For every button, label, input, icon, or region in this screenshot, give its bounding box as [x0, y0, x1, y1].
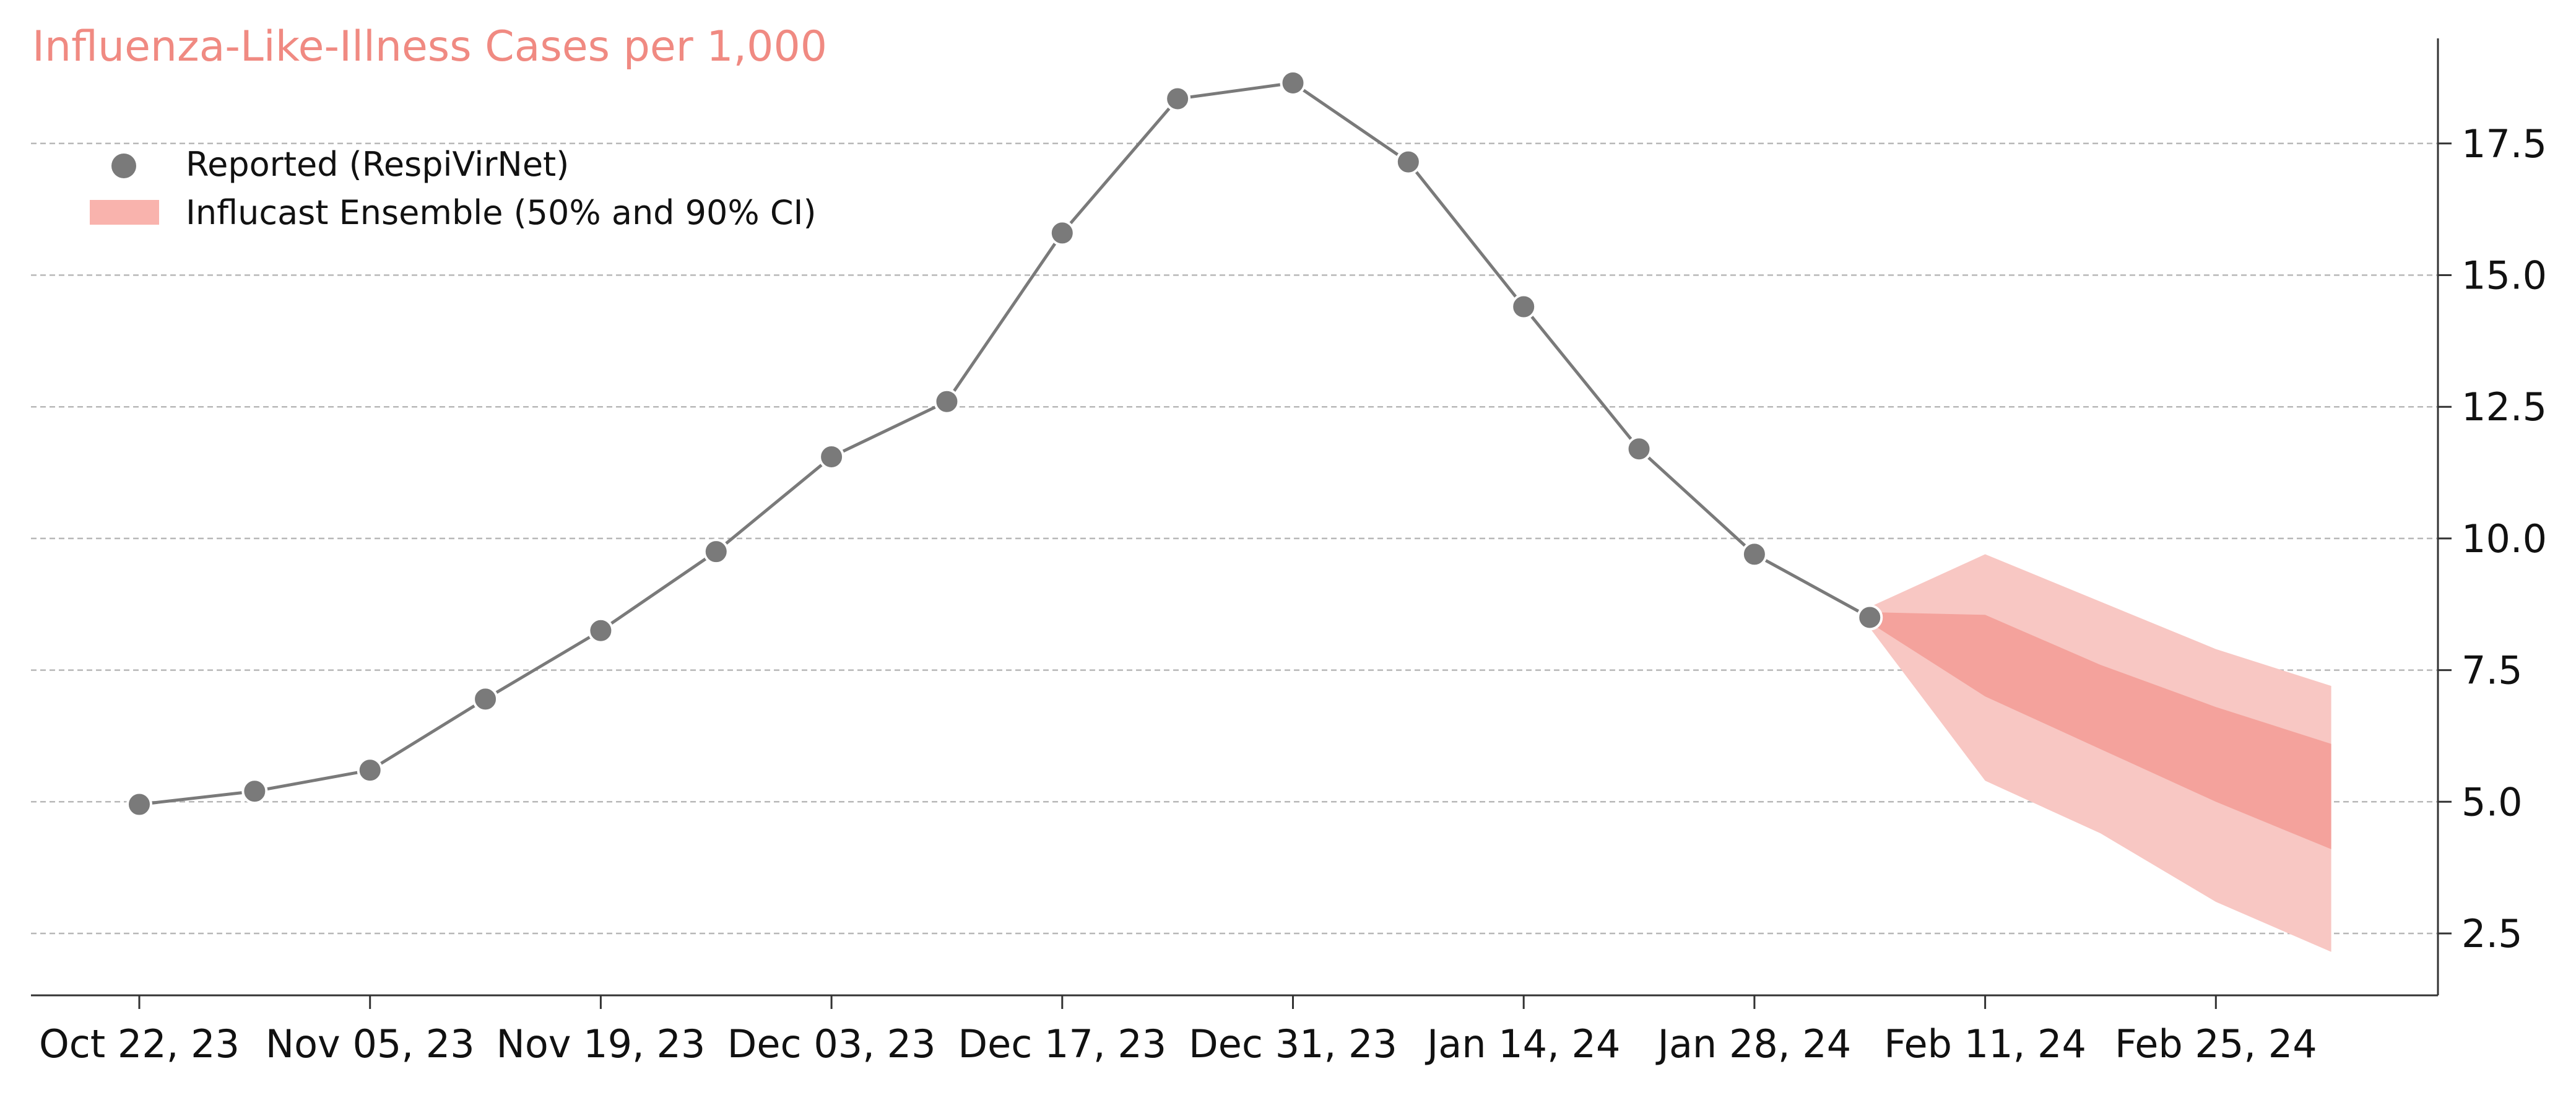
- x-tick-label-2: Nov 19, 23: [496, 1021, 705, 1067]
- x-tick-label-6: Jan 14, 24: [1425, 1021, 1620, 1067]
- data-point-2: [357, 757, 383, 784]
- data-point-1: [241, 778, 268, 805]
- x-tick-label-3: Dec 03, 23: [727, 1021, 936, 1067]
- y-tick-label-1: 5.0: [2461, 779, 2523, 824]
- y-tick-label-5: 15.0: [2461, 253, 2547, 298]
- legend-marker-ensemble: [90, 200, 159, 225]
- y-axis-ticks: 2.5 5.0 7.5 10.0 12.5 15.0 17.5: [2438, 121, 2547, 956]
- y-tick-label-4: 12.5: [2461, 384, 2547, 430]
- data-point-10: [1280, 69, 1306, 96]
- data-point-4: [588, 617, 614, 644]
- legend-marker-reported: [111, 154, 136, 178]
- y-tick-label-3: 10.0: [2461, 516, 2547, 561]
- band-50ci: [1870, 612, 2331, 849]
- data-point-9: [1164, 85, 1191, 112]
- legend-label-ensemble: Influcast Ensemble (50% and 90% CI): [186, 193, 817, 232]
- data-point-5: [703, 539, 729, 565]
- data-point-11: [1395, 149, 1421, 175]
- x-axis-ticks: Oct 22, 23 Nov 05, 23 Nov 19, 23 Dec 03, 23…: [39, 995, 2317, 1067]
- x-tick-label-8: Feb 11, 24: [1884, 1021, 2086, 1067]
- x-tick-label-4: Dec 17, 23: [958, 1021, 1166, 1067]
- chart-title: Influenza-Like-Illness Cases per 1,000: [32, 22, 827, 71]
- x-tick-label-7: Jan 28, 24: [1655, 1021, 1851, 1067]
- data-point-7: [934, 388, 960, 415]
- reported-line: [139, 81, 1871, 807]
- axes: [31, 38, 2439, 997]
- x-tick-label-1: Nov 05, 23: [266, 1021, 475, 1067]
- data-point-0: [126, 791, 152, 818]
- data-point-15: [1857, 604, 1883, 631]
- data-point-3: [472, 686, 499, 712]
- legend-label-reported: Reported (RespiVirNet): [186, 145, 569, 184]
- y-tick-label-2: 7.5: [2461, 648, 2523, 693]
- data-point-8: [1049, 220, 1075, 246]
- x-tick-label-0: Oct 22, 23: [39, 1021, 240, 1067]
- legend: Reported (RespiVirNet) Influcast Ensembl…: [90, 145, 817, 232]
- y-tick-label-6: 17.5: [2461, 121, 2547, 167]
- data-point-14: [1741, 541, 1767, 568]
- data-point-6: [818, 444, 845, 470]
- x-tick-label-9: Feb 25, 24: [2115, 1021, 2317, 1067]
- data-point-13: [1626, 436, 1652, 462]
- forecast-bands: [1870, 554, 2331, 952]
- data-point-12: [1511, 293, 1537, 320]
- x-tick-label-5: Dec 31, 23: [1189, 1021, 1397, 1067]
- reported-series: [126, 69, 1883, 818]
- y-tick-label-0: 2.5: [2461, 911, 2523, 956]
